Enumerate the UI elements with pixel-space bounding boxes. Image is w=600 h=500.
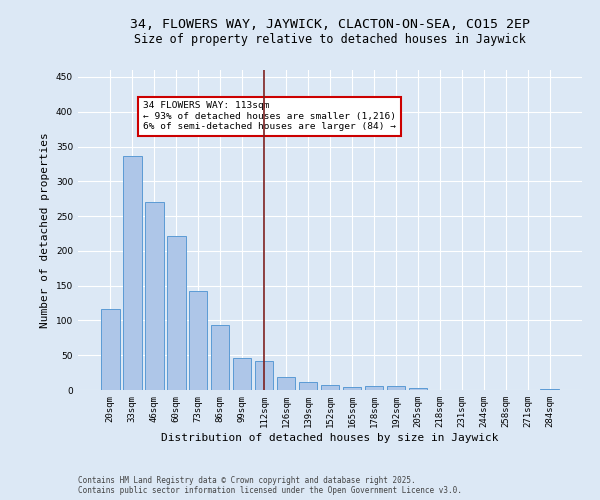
Bar [386,386,405,390]
Bar [211,324,229,390]
Bar [299,382,317,390]
Bar [343,386,361,390]
Bar [320,385,340,390]
Bar [233,358,251,390]
Y-axis label: Number of detached properties: Number of detached properties [40,132,50,328]
Text: 34 FLOWERS WAY: 113sqm
← 93% of detached houses are smaller (1,216)
6% of semi-d: 34 FLOWERS WAY: 113sqm ← 93% of detached… [143,102,396,131]
Bar [145,202,164,390]
X-axis label: Distribution of detached houses by size in Jaywick: Distribution of detached houses by size … [161,432,499,442]
Bar [277,377,295,390]
Bar [541,388,559,390]
Text: Size of property relative to detached houses in Jaywick: Size of property relative to detached ho… [134,32,526,46]
Bar [409,388,427,390]
Text: Contains HM Land Registry data © Crown copyright and database right 2025.
Contai: Contains HM Land Registry data © Crown c… [78,476,462,495]
Bar [255,362,274,390]
Text: 34, FLOWERS WAY, JAYWICK, CLACTON-ON-SEA, CO15 2EP: 34, FLOWERS WAY, JAYWICK, CLACTON-ON-SEA… [130,18,530,30]
Bar [101,310,119,390]
Bar [365,386,383,390]
Bar [189,291,208,390]
Bar [123,156,142,390]
Bar [167,236,185,390]
